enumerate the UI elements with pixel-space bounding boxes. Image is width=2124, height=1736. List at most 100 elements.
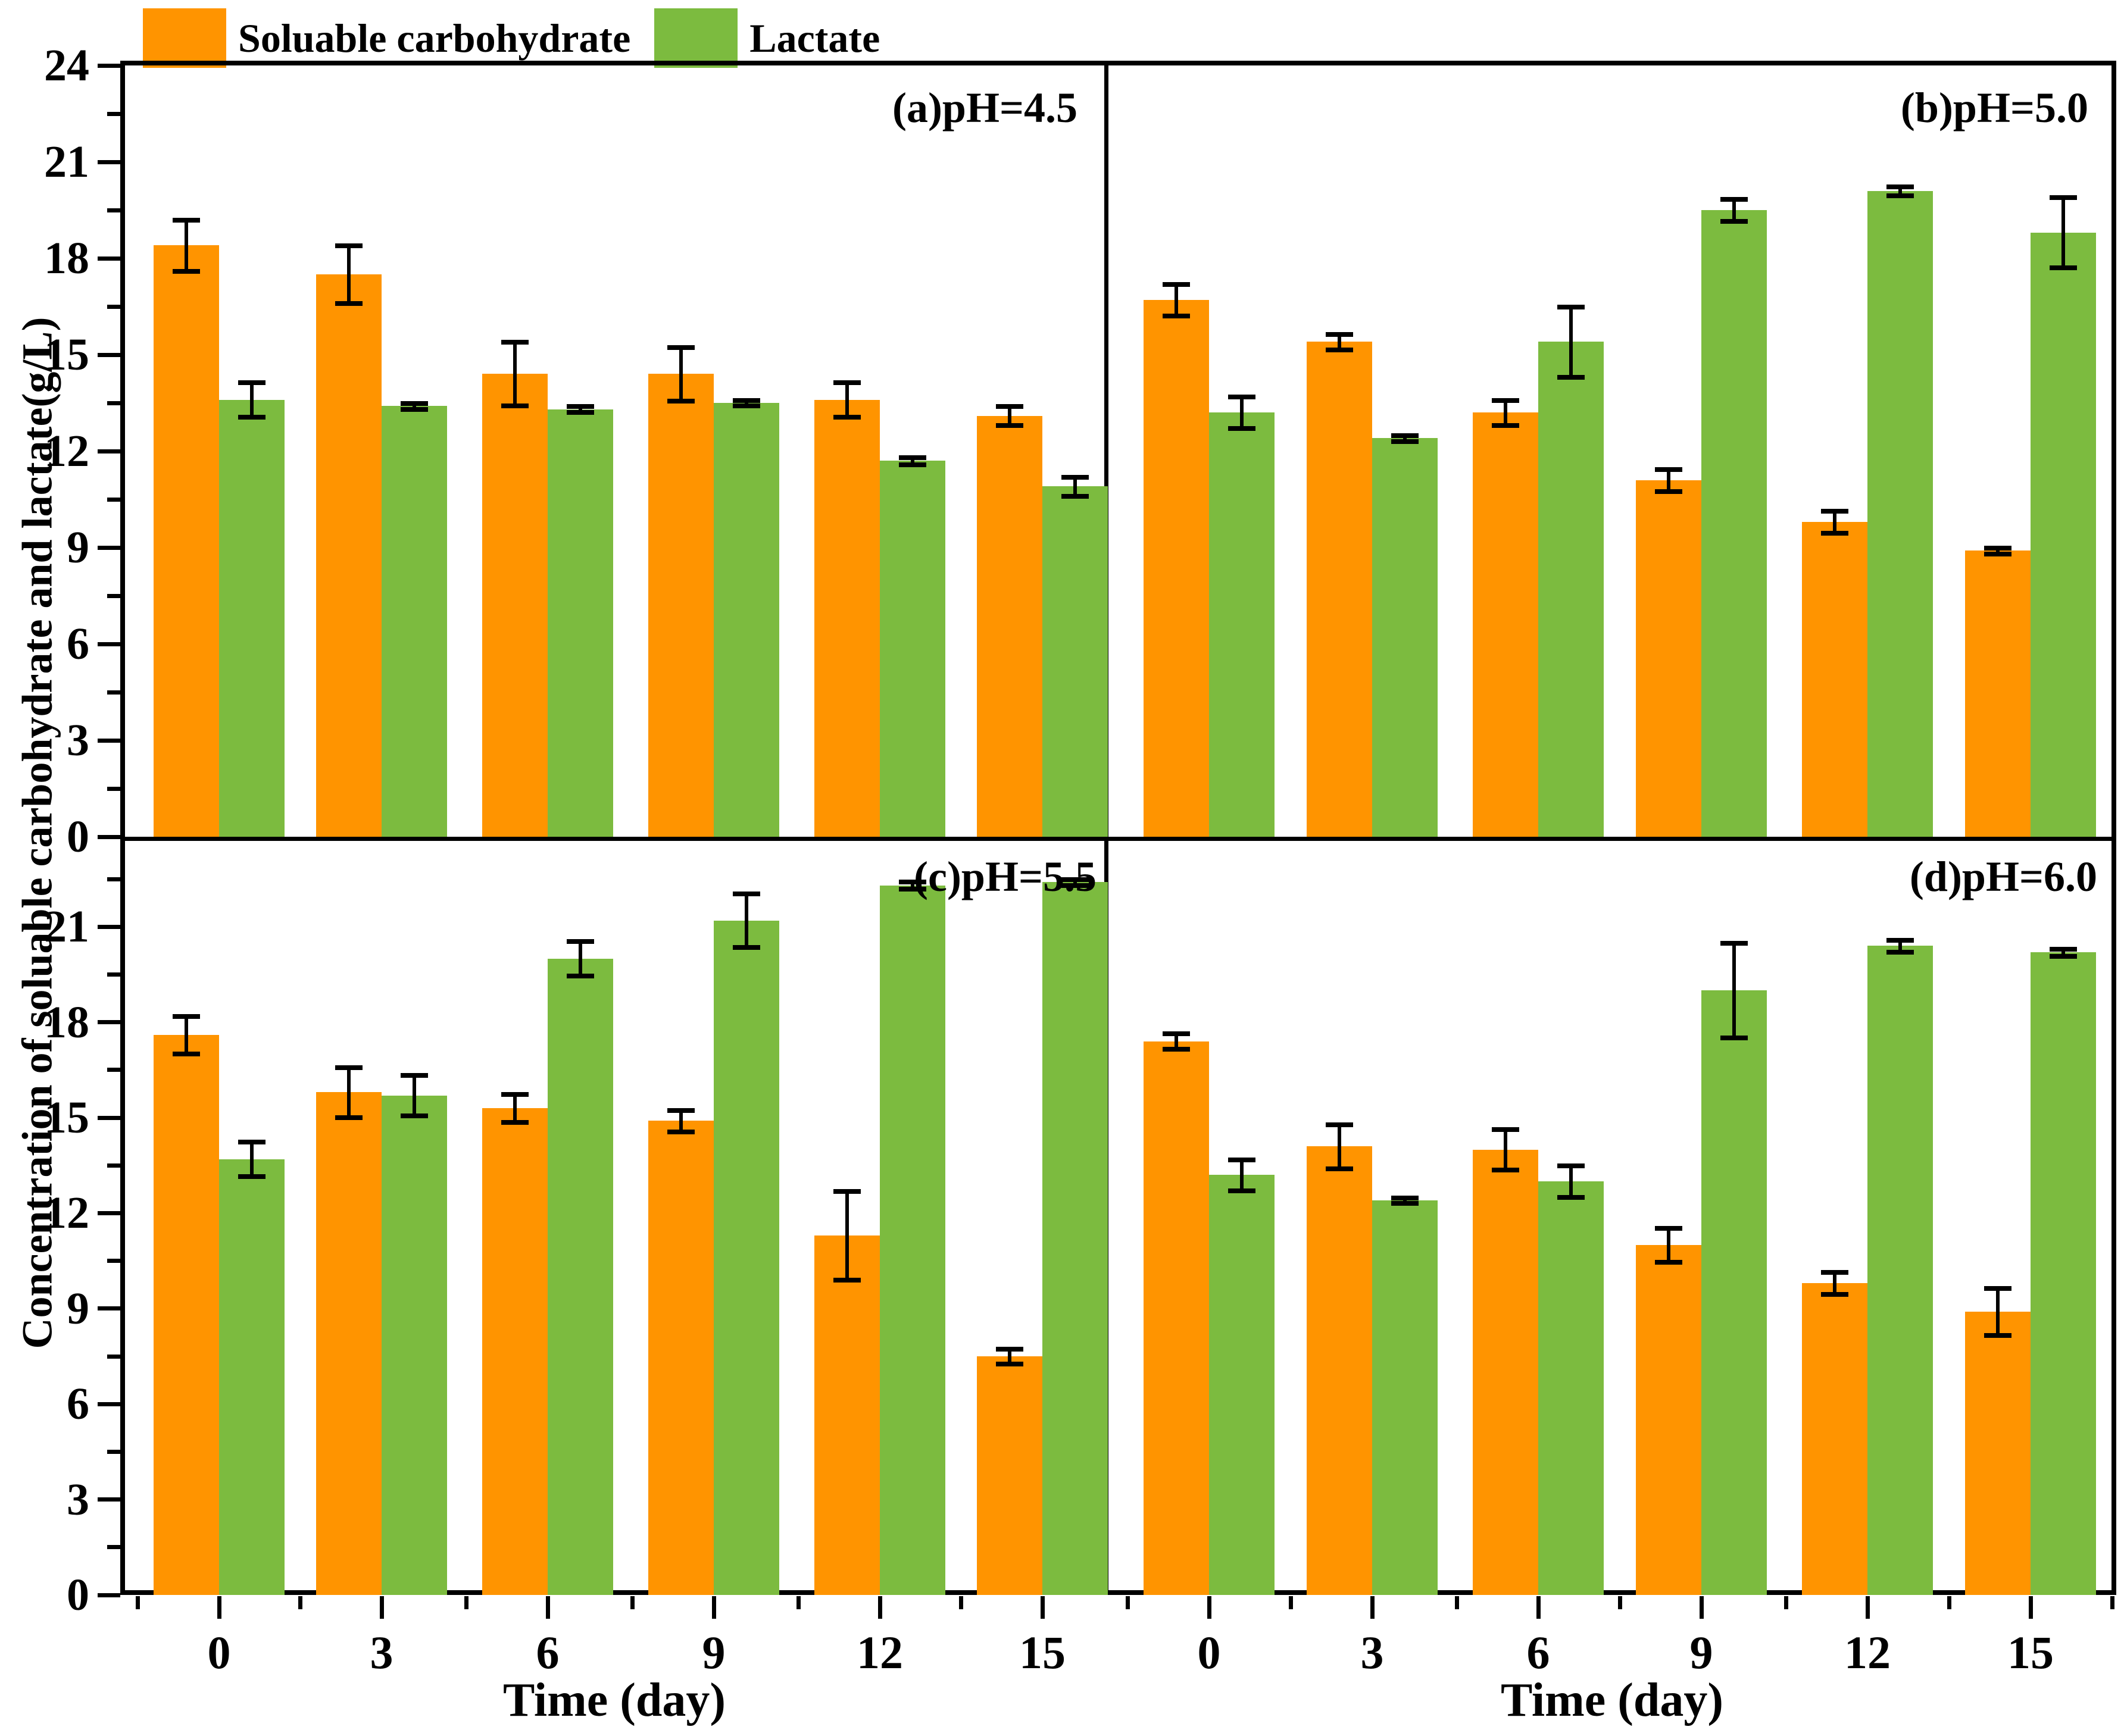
error-bar [1240,396,1244,429]
error-bar [1667,1227,1670,1263]
y-major-tick [98,1020,120,1025]
bar-carbohydrate-day15 [1965,1312,2031,1595]
bar-carbohydrate-day12 [1802,521,1867,837]
error-bar [513,1094,517,1123]
error-bar [1833,1272,1836,1294]
error-bar-cap-bottom [1061,493,1089,499]
bar-lactate-day12 [1867,190,1933,837]
y-tick-label: 15 [44,330,89,380]
x-minor-tick [464,1596,468,1609]
y-major-tick [98,256,120,261]
y-minor-tick [107,877,120,881]
y-tick-label: 3 [67,715,89,765]
error-bar [745,893,748,948]
error-bar-cap-bottom [1326,1166,1353,1171]
y-tick-label: 24 [44,40,89,90]
x-minor-tick [298,1596,302,1609]
panel-label-a: (a)pH=4.5 [892,84,1077,132]
bar-lactate-day15 [2031,232,2096,837]
error-bar [250,1141,254,1177]
x-major-tick [1370,1596,1375,1619]
y-minor-tick [107,497,120,502]
error-bar-cap-bottom [501,1120,529,1125]
x-tick-label: 9 [1689,1626,1713,1678]
bar-carbohydrate-day12 [1802,1283,1867,1595]
y-major-tick [98,1593,120,1597]
x-major-tick [1536,1596,1541,1619]
x-minor-tick [1947,1596,1951,1609]
error-bar-cap-top [238,1140,266,1145]
error-bar-cap-bottom [1886,193,1914,198]
bar-carbohydrate-day9 [648,1121,714,1595]
y-tick-label: 21 [44,137,89,187]
bar-lactate-day3 [382,1095,447,1595]
error-bar-cap-top [1886,184,1914,189]
error-bar [679,346,683,402]
error-bar-cap-bottom [1326,347,1353,352]
error-bar [1240,1159,1244,1191]
y-tick-label: 9 [67,523,89,573]
y-major-tick [98,1115,120,1120]
error-bar [845,1191,849,1280]
error-bar [1073,879,1077,886]
bar-lactate-day3 [1372,1200,1438,1595]
error-bar-cap-bottom [1228,1188,1255,1194]
y-minor-tick [107,1163,120,1168]
x-tick-label: 0 [1197,1626,1221,1678]
error-bar [1073,477,1077,496]
error-bar-cap-bottom [401,1113,428,1119]
bar-carbohydrate-day6 [1473,1149,1538,1595]
bar-lactate-day12 [1867,946,1933,1595]
error-bar [1504,1128,1507,1171]
error-bar-cap-bottom [1984,551,2011,556]
error-bar [1504,399,1507,426]
error-bar-cap-bottom [899,887,926,892]
error-bar [413,1074,416,1116]
x-major-tick [1040,1596,1045,1619]
error-bar-cap-bottom [501,403,529,409]
bar-carbohydrate-day3 [1307,1146,1372,1595]
bar-carbohydrate-day6 [482,374,548,837]
error-bar-cap-bottom [238,415,266,420]
x-minor-tick [958,1596,963,1609]
error-bar-cap-top [1326,331,1353,337]
error-bar-cap-top [1655,467,1682,472]
bar-lactate-day0 [219,399,285,837]
error-bar-cap-top [667,345,695,350]
legend-item: Lactate [654,8,880,68]
error-bar-cap-top [833,380,861,385]
error-bar-cap-bottom [833,415,861,420]
error-bar-cap-bottom [1391,1201,1419,1206]
x-minor-tick [2110,1596,2114,1609]
panel-label-b: (b)pH=5.0 [1900,84,2088,132]
y-tick-label: 12 [44,1188,89,1238]
y-tick-label: 21 [44,902,89,952]
error-bar [1996,548,2000,554]
bar-carbohydrate-day0 [154,245,219,837]
bar-carbohydrate-day9 [648,374,714,837]
x-minor-tick [630,1596,635,1609]
y-minor-tick [107,401,120,405]
x-minor-tick [796,1596,801,1609]
error-bar [1338,333,1341,350]
x-major-tick [1865,1596,1870,1619]
bar-lactate-day9 [714,920,779,1595]
bar-lactate-day6 [548,958,613,1595]
error-bar [1898,186,1902,196]
error-bar-cap-bottom [1391,439,1419,444]
error-bar-cap-top [1984,546,2011,550]
bar-carbohydrate-day6 [482,1108,548,1595]
error-bar-cap-top [1326,1122,1353,1127]
bar-lactate-day3 [382,406,447,837]
error-bar-cap-top [1821,508,1848,514]
error-bar-cap-top [899,880,926,885]
error-bar-cap-top [996,1346,1023,1352]
y-minor-tick [107,1545,120,1550]
y-tick-label: 0 [67,812,89,862]
error-bar [1008,1348,1011,1365]
bar-carbohydrate-day15 [977,1356,1042,1595]
error-bar [1996,1288,2000,1336]
panel-label-d: (d)pH=6.0 [1909,853,2097,900]
error-bar [1569,1165,1573,1197]
error-bar [1569,306,1573,377]
